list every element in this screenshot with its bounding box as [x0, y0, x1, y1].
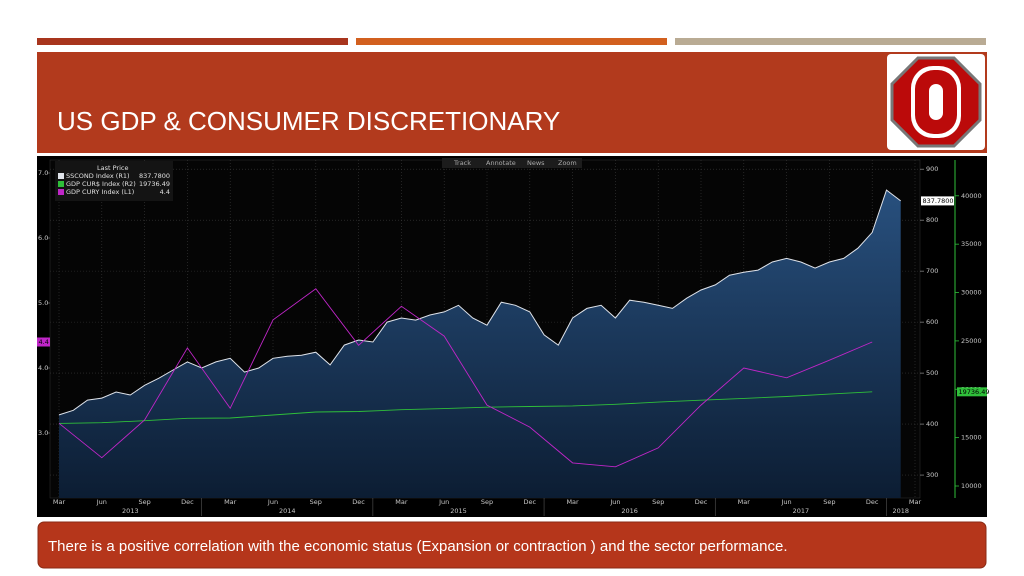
x-tick-label: Mar: [566, 498, 579, 506]
y3-tick-label: 35000: [961, 240, 982, 248]
legend-value: 19736.49: [139, 180, 170, 188]
y3-tick-label: 25000: [961, 337, 982, 345]
axis-tag: [957, 387, 987, 397]
axis-tag-label: 4.4: [39, 338, 49, 346]
x-tick-label: Mar: [53, 498, 66, 506]
axis-tag: [37, 337, 50, 347]
x-tick-label: Jun: [267, 498, 278, 506]
x-tick-label: Dec: [181, 498, 194, 506]
x-tick-label: Sep: [138, 498, 150, 506]
x-tick-label: Dec: [352, 498, 365, 506]
x-tick-label: Sep: [481, 498, 493, 506]
series-line: [58, 189, 902, 416]
x-tick-label: Mar: [909, 498, 922, 506]
legend-label: GDP CURY Index (L1): [66, 188, 134, 196]
header-band: [37, 52, 987, 153]
axis-tag: [921, 196, 954, 206]
toolbar-button[interactable]: Zoom: [558, 159, 577, 167]
x-tick-label: Sep: [823, 498, 835, 506]
x-year-label: 2015: [450, 507, 467, 515]
y3-tick-label: 40000: [961, 192, 982, 200]
y-tick-label: 6.0: [38, 234, 48, 242]
x-tick-label: Mar: [224, 498, 237, 506]
y3-tick-label: 10000: [961, 482, 982, 490]
y2-tick-label: 400: [926, 420, 938, 428]
x-tick-label: Sep: [310, 498, 322, 506]
legend-swatch: [58, 173, 64, 179]
axis-tag-label: 19736.49: [959, 388, 990, 396]
x-year-label: 2014: [279, 507, 296, 515]
y2-tick-label: 800: [926, 216, 938, 224]
stripe: [356, 38, 667, 45]
logo: [887, 54, 985, 150]
y2-tick-label: 500: [926, 369, 938, 377]
slide-title: US GDP & CONSUMER DISCRETIONARY: [57, 106, 560, 136]
axis-tag-label: 837.7800: [923, 197, 954, 205]
stripe: [37, 38, 348, 45]
series-line: [58, 391, 873, 424]
x-tick-label: Sep: [652, 498, 664, 506]
x-year-label: 2017: [793, 507, 810, 515]
x-tick-label: Dec: [524, 498, 537, 506]
x-year-label: 2016: [621, 507, 638, 515]
x-tick-label: Mar: [395, 498, 408, 506]
caption: There is a positive correlation with the…: [48, 538, 788, 555]
x-tick-label: Jun: [609, 498, 620, 506]
legend-label: GDP CUR$ Index (R2): [66, 180, 136, 188]
legend-value: 837.7800: [139, 172, 170, 180]
y2-tick-label: 900: [926, 165, 938, 173]
y-tick-label: 4.0: [38, 364, 48, 372]
series-area: [59, 190, 901, 498]
x-tick-label: Dec: [695, 498, 708, 506]
y3-tick-label: 30000: [961, 289, 982, 297]
legend-label: SSCOND Index (R1): [66, 172, 130, 180]
y-tick-label: 5.0: [38, 299, 48, 307]
x-tick-label: Mar: [738, 498, 751, 506]
legend-title: Last Price: [97, 164, 128, 172]
legend-swatch: [58, 189, 64, 195]
y-tick-label: 3.0: [38, 429, 48, 437]
caption-box: [37, 521, 987, 569]
y2-tick-label: 600: [926, 318, 938, 326]
series-line: [58, 288, 873, 468]
toolbar-button[interactable]: News: [527, 159, 545, 167]
x-tick-label: Jun: [96, 498, 107, 506]
legend-value: 4.4: [160, 188, 170, 196]
toolbar-button[interactable]: Annotate: [486, 159, 516, 167]
legend-swatch: [58, 181, 64, 187]
x-year-label: 2018: [892, 507, 909, 515]
x-tick-label: Jun: [781, 498, 792, 506]
x-tick-label: Dec: [866, 498, 879, 506]
x-year-label: 2013: [122, 507, 139, 515]
toolbar: [442, 158, 582, 168]
legend-box: [55, 161, 173, 201]
y3-tick-label: 15000: [961, 434, 982, 442]
x-tick-label: Jun: [438, 498, 449, 506]
toolbar-button[interactable]: Track: [453, 159, 471, 167]
y2-tick-label: 300: [926, 471, 938, 479]
stripe: [675, 38, 986, 45]
y2-tick-label: 700: [926, 267, 938, 275]
y-tick-label: 7.0: [38, 169, 48, 177]
